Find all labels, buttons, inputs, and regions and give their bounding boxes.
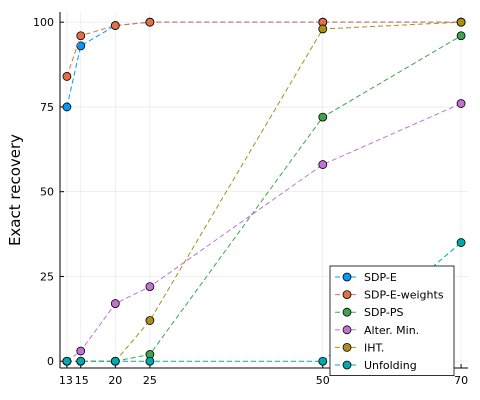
x-tick-label: 50 bbox=[316, 374, 330, 387]
data-point-unfolding bbox=[76, 356, 86, 366]
data-point-sdp-e bbox=[76, 41, 86, 51]
data-point-iht bbox=[318, 24, 328, 34]
data-point-sdp-e bbox=[62, 102, 72, 112]
data-point-iht bbox=[456, 17, 466, 27]
data-point-unfolding bbox=[145, 356, 155, 366]
legend-label: SDP-E-weights bbox=[364, 289, 444, 302]
series-line-sdp-e-weights bbox=[66, 21, 462, 77]
x-tick-label: 70 bbox=[454, 374, 468, 387]
x-tick-label: 13 bbox=[59, 374, 73, 387]
y-axis-title: Exact recovery bbox=[6, 134, 24, 246]
legend-marker bbox=[342, 325, 352, 335]
legend-item-sdp-ps: SDP-PS bbox=[335, 306, 403, 319]
data-point-sdp-e-weights bbox=[62, 72, 72, 81]
data-point-sdp-e-weights bbox=[145, 17, 155, 27]
data-point-sdp-e-weights bbox=[110, 21, 120, 30]
y-tick-label: 50 bbox=[40, 186, 54, 199]
data-point-unfolding bbox=[456, 238, 466, 247]
legend-marker bbox=[342, 272, 352, 282]
legend-label: SDP-PS bbox=[364, 306, 403, 319]
legend-label: SDP-E bbox=[364, 271, 397, 284]
legend-box bbox=[329, 265, 455, 376]
y-axis-ticks: 0 25 50 75 100 bbox=[33, 16, 64, 368]
data-point-unfolding bbox=[62, 356, 72, 366]
y-tick-label: 75 bbox=[40, 101, 54, 114]
data-point-sdp-e-weights bbox=[76, 31, 86, 41]
x-tick-label: 25 bbox=[143, 374, 157, 387]
legend-marker bbox=[342, 360, 352, 370]
data-point-sdp-ps bbox=[318, 112, 328, 122]
legend-marker bbox=[342, 307, 352, 317]
legend-item-iht: IHT. bbox=[335, 341, 384, 354]
data-point-alter-min bbox=[76, 346, 86, 356]
x-axis-ticks: 13 15 20 25 50 70 bbox=[59, 364, 468, 387]
legend-item-alter-min: Alter. Min. bbox=[335, 324, 419, 337]
series-layer bbox=[62, 17, 466, 366]
legend-item-sdp-e-weights: SDP-E-weights bbox=[335, 289, 444, 302]
data-point-sdp-ps bbox=[456, 31, 466, 41]
legend-label: Unfolding bbox=[364, 359, 417, 372]
y-tick-label: 0 bbox=[47, 355, 54, 368]
legend-label: Alter. Min. bbox=[364, 324, 419, 337]
x-tick-label: 15 bbox=[75, 374, 89, 387]
y-tick-label: 25 bbox=[40, 270, 54, 283]
legend-label: IHT. bbox=[364, 341, 384, 354]
data-point-alter-min bbox=[456, 99, 466, 108]
legend-marker bbox=[342, 342, 352, 352]
data-point-alter-min bbox=[145, 282, 155, 292]
series-unfolding bbox=[62, 238, 466, 366]
data-point-unfolding bbox=[318, 356, 328, 366]
data-point-unfolding bbox=[110, 356, 120, 366]
x-tick-label: 20 bbox=[108, 374, 122, 387]
legend-item-sdp-e: SDP-E bbox=[335, 271, 397, 284]
data-point-iht bbox=[145, 316, 155, 325]
legend: SDP-E SDP-E-weights SDP-PS Alter. Min. IHT. U… bbox=[329, 265, 455, 376]
data-point-alter-min bbox=[318, 160, 328, 169]
legend-marker bbox=[342, 290, 352, 300]
y-tick-label: 100 bbox=[33, 16, 54, 29]
data-point-alter-min bbox=[110, 299, 120, 308]
legend-item-unfolding: Unfolding bbox=[335, 359, 417, 372]
